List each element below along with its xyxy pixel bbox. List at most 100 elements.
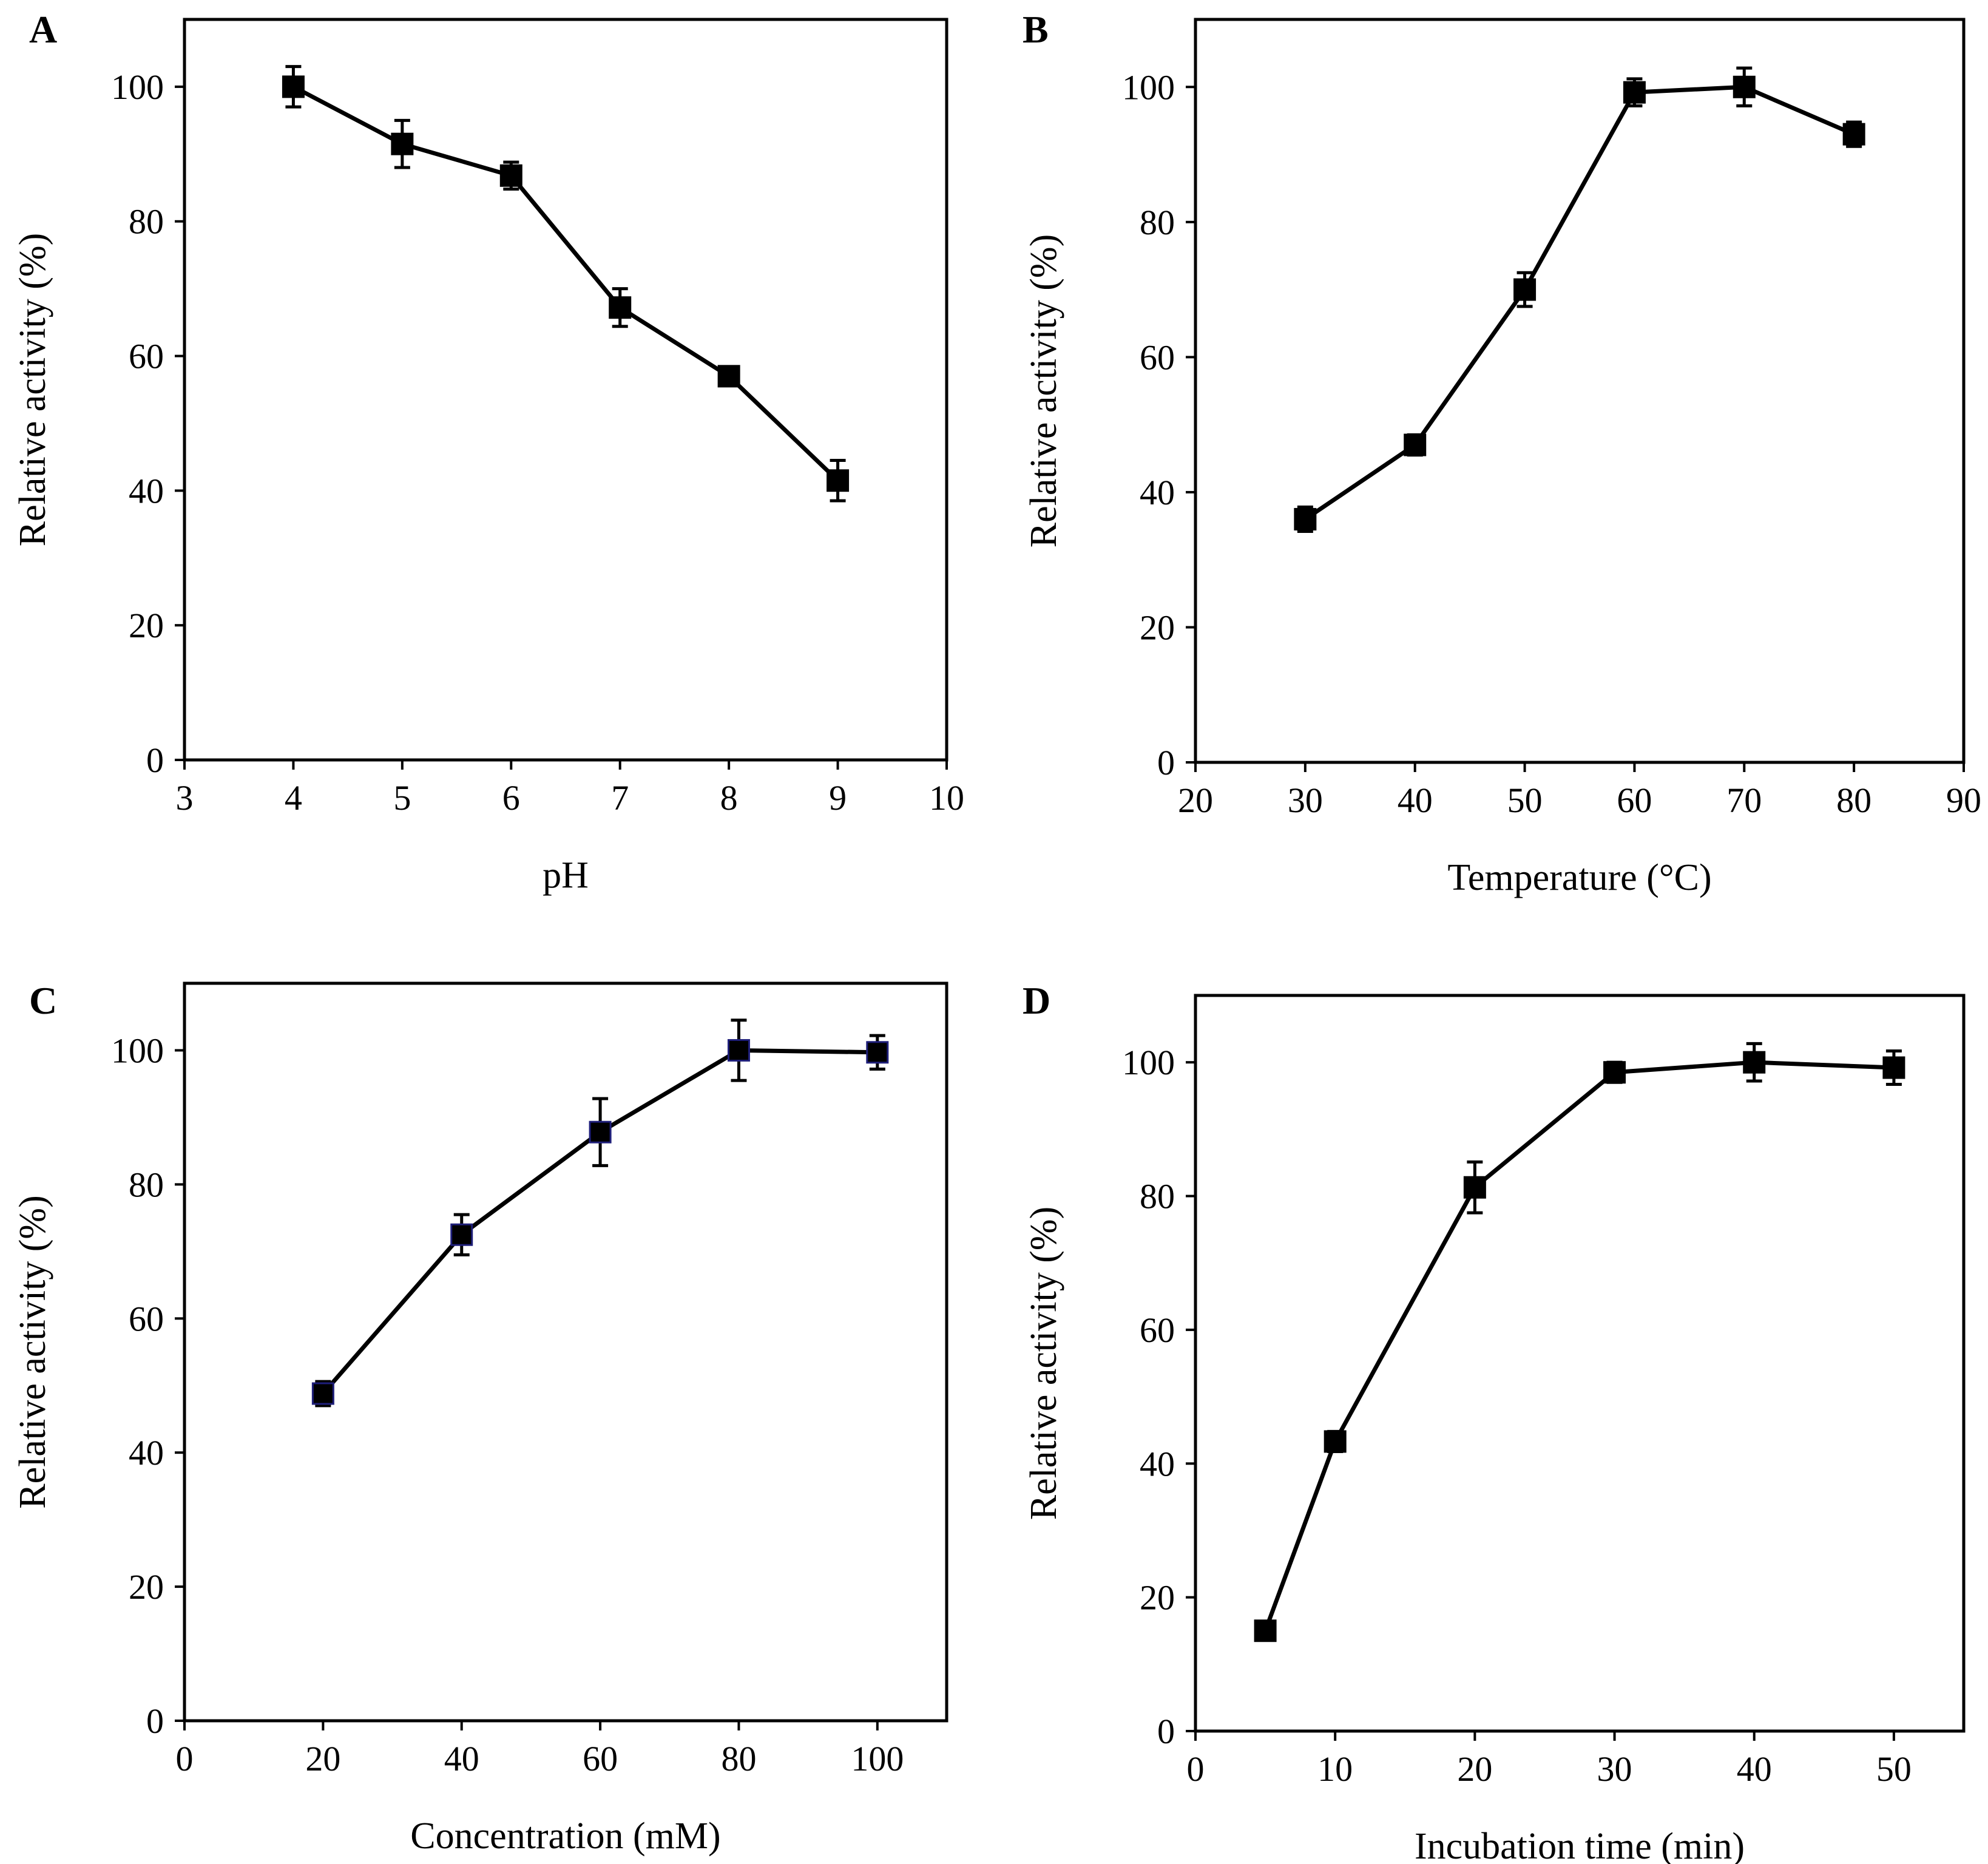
panel-d-x-tick-label: 30 [1597, 1749, 1632, 1789]
panel-c-y-axis: 0 20 40 60 80 100 [111, 1031, 184, 1741]
panel-b-x-tick-label: 50 [1507, 781, 1543, 820]
panel-a-y-tick-label: 20 [129, 606, 164, 645]
panel-b-y-tick-label: 80 [1140, 203, 1175, 242]
panel-d-y-tick-label: 40 [1140, 1444, 1175, 1483]
panel-a-plot-frame [183, 18, 948, 762]
panel-b-x-tick-label: 70 [1726, 781, 1762, 820]
panel-a-data-point [827, 469, 850, 492]
panel-a-x-tick-label: 8 [720, 778, 738, 818]
panel-c-x-axis: 0 20 40 60 80 100 [176, 1721, 904, 1778]
panel-c-x-axis-title: Concentration (mM) [410, 1815, 720, 1857]
panel-c-x-tick-label: 80 [721, 1739, 756, 1778]
panel-a-x-tick-label: 6 [502, 778, 520, 818]
panel-a-y-tick-label: 80 [129, 202, 164, 242]
panel-d-y-tick-label: 20 [1140, 1578, 1175, 1618]
panel-d-plot-frame [1194, 994, 1966, 1733]
panel-c-y-tick-label: 100 [111, 1031, 164, 1070]
panel-c-data-point [450, 1223, 473, 1246]
panel-d-data-point [1324, 1430, 1347, 1453]
panel-d-y-tick-label: 80 [1140, 1177, 1175, 1216]
panel-c-data-point [589, 1120, 612, 1144]
panel-a-x-tick-label: 7 [611, 778, 629, 818]
panel-d-y-axis-title: Relative activity (%) [1023, 1207, 1064, 1520]
panel-d: D 0 10 20 30 40 50 0 20 40 60 80 100 Incubation ti… [1023, 979, 1966, 1864]
panel-c-x-tick-label: 40 [444, 1739, 479, 1778]
panel-b-x-tick-label: 20 [1178, 781, 1213, 820]
panel-a-data-point [717, 365, 740, 388]
panel-d-series [1254, 1042, 1905, 1642]
panel-d-x-axis: 0 10 20 30 40 50 [1187, 1731, 1912, 1789]
panel-d-x-tick-label: 20 [1457, 1749, 1492, 1789]
panel-d-y-tick-label: 100 [1122, 1043, 1175, 1082]
panel-a-y-axis-title: Relative activity (%) [12, 233, 53, 546]
panel-c-y-tick-label: 0 [146, 1701, 164, 1741]
panel-b-x-tick-label: 30 [1288, 781, 1323, 820]
panel-b-y-tick-label: 20 [1140, 608, 1175, 647]
panel-b-x-tick-label: 80 [1836, 781, 1871, 820]
panel-b-data-point [1294, 507, 1317, 530]
panel-d-data-point [1743, 1051, 1766, 1074]
panel-c-y-tick-label: 40 [129, 1433, 164, 1473]
panel-d-y-tick-label: 0 [1157, 1712, 1175, 1751]
panel-b-letter: B [1023, 8, 1049, 51]
panel-a-data-point [609, 296, 632, 319]
panel-b-x-axis-title: Temperature (°C) [1447, 857, 1711, 898]
panel-a-x-tick-label: 9 [829, 778, 847, 818]
panel-b-data-point [1513, 278, 1537, 301]
panel-a-data-point [391, 132, 414, 155]
panel-b-plot-frame [1194, 18, 1966, 764]
panel-b-y-tick-label: 60 [1140, 337, 1175, 377]
panel-a-x-axis: 3 4 5 6 7 8 9 10 [176, 760, 964, 818]
panel-c: C 0 20 40 60 80 100 0 20 40 60 80 100 Concentratio… [12, 979, 948, 1857]
panel-a-series [282, 65, 850, 503]
panel-d-x-tick-label: 40 [1737, 1749, 1772, 1789]
panel-d-x-tick-label: 0 [1187, 1749, 1205, 1789]
panel-d-series-line [1263, 1060, 1895, 1632]
panel-c-data-point [311, 1382, 334, 1405]
panel-b-x-tick-label: 90 [1946, 781, 1981, 820]
panel-c-y-tick-label: 80 [129, 1165, 164, 1204]
panel-a-data-point [282, 75, 305, 98]
panel-b-x-tick-label: 40 [1398, 781, 1433, 820]
panel-a-x-tick-label: 3 [176, 778, 194, 818]
panel-a-y-tick-label: 0 [146, 741, 164, 780]
panel-a-x-axis-title: pH [543, 855, 589, 896]
panel-a-x-tick-label: 10 [929, 778, 964, 818]
panel-c-y-tick-label: 60 [129, 1299, 164, 1338]
panel-b-series-line [1303, 84, 1855, 521]
panel-d-data-point [1882, 1056, 1905, 1079]
panel-d-x-tick-label: 50 [1876, 1749, 1912, 1789]
panel-c-y-axis-title: Relative activity (%) [12, 1195, 53, 1508]
panel-b-data-point [1404, 433, 1427, 456]
panel-c-x-tick-label: 60 [583, 1739, 618, 1778]
panel-b-y-axis: 0 20 40 60 80 100 [1122, 67, 1195, 782]
panel-a: A 3 4 5 6 7 8 9 10 0 20 40 60 80 100 pH Relative act… [12, 8, 964, 896]
panel-b-y-tick-label: 40 [1140, 473, 1175, 512]
panel-c-y-tick-label: 20 [129, 1567, 164, 1607]
panel-d-x-axis-title: Incubation time (min) [1415, 1826, 1745, 1864]
panel-b-series [1294, 66, 1865, 533]
panel-d-data-point [1463, 1176, 1486, 1199]
panel-a-y-tick-label: 60 [129, 337, 164, 376]
panel-b-y-axis-title: Relative activity (%) [1023, 234, 1064, 547]
panel-a-y-axis: 0 20 40 60 80 100 [111, 67, 184, 780]
panel-d-y-tick-label: 60 [1140, 1310, 1175, 1350]
panel-b-x-axis: 20 30 40 50 60 70 80 90 [1178, 762, 1981, 820]
panel-b-x-tick-label: 60 [1617, 781, 1652, 820]
panel-a-y-tick-label: 100 [111, 67, 164, 107]
panel-a-series-line [292, 84, 839, 483]
panel-d-y-axis: 0 20 40 60 80 100 [1122, 1043, 1195, 1751]
panel-d-x-tick-label: 10 [1317, 1749, 1353, 1789]
panel-c-data-point [727, 1039, 750, 1062]
panel-c-series [311, 1018, 889, 1408]
panel-d-data-point [1603, 1061, 1626, 1084]
panel-a-y-tick-label: 40 [129, 471, 164, 510]
panel-c-x-tick-label: 100 [851, 1739, 904, 1778]
panel-c-letter: C [29, 979, 57, 1022]
panel-c-x-tick-label: 0 [176, 1739, 194, 1778]
panel-a-x-tick-label: 5 [393, 778, 411, 818]
panel-a-x-tick-label: 4 [285, 778, 302, 818]
